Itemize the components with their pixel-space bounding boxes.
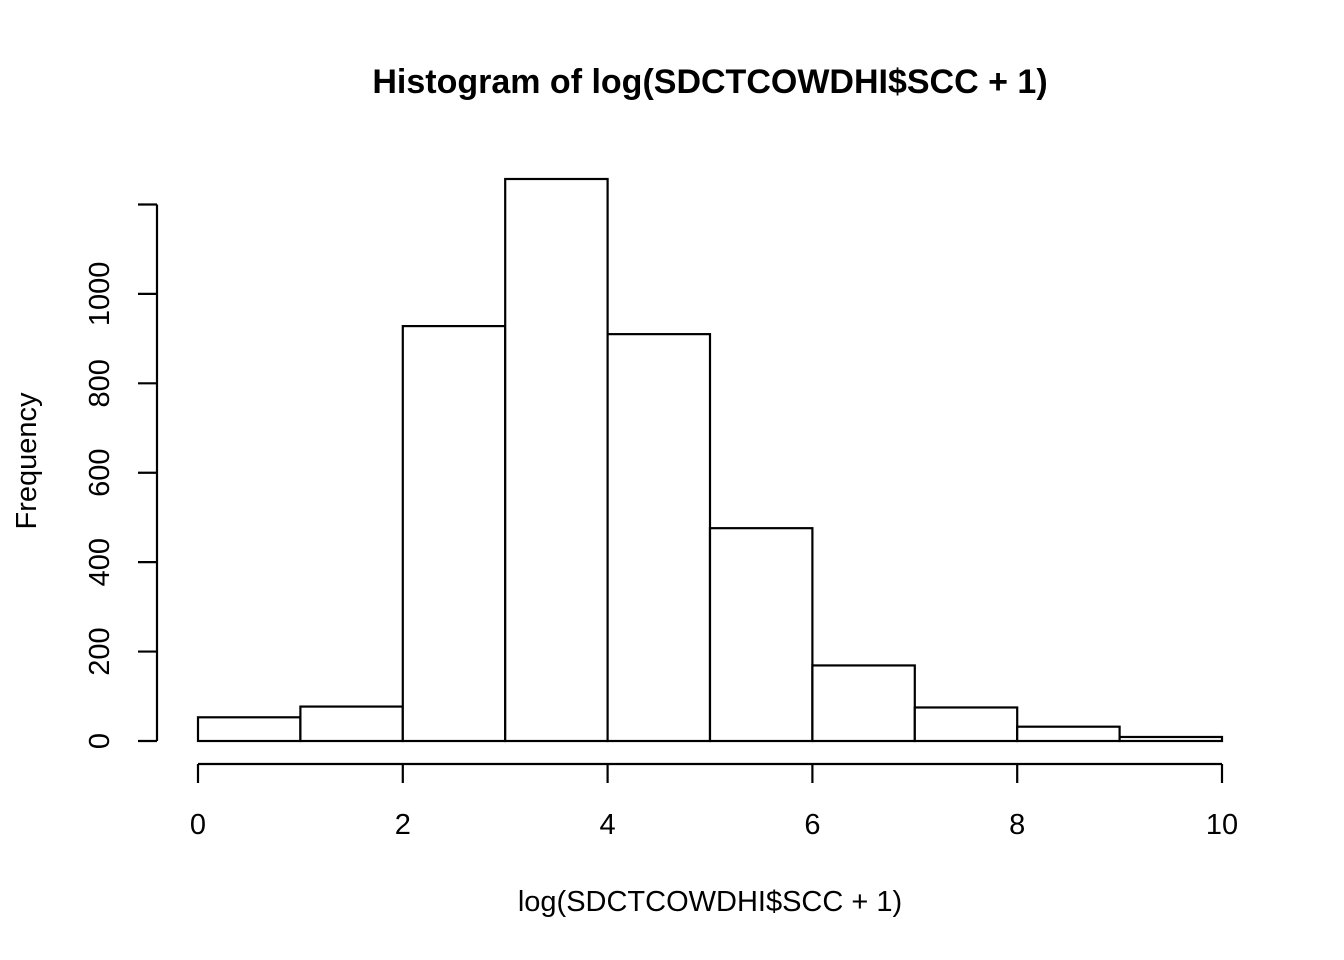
x-tick-label: 6 <box>804 809 820 841</box>
y-tick-label: 1000 <box>84 262 116 327</box>
x-tick-label: 2 <box>395 809 411 841</box>
histogram-bar-4 <box>504 177 609 743</box>
y-tick-label: 0 <box>84 733 116 749</box>
y-tick-label: 200 <box>84 627 116 675</box>
bars-group <box>196 177 1224 743</box>
histogram-bar-9 <box>1016 725 1121 743</box>
x-tick-label: 8 <box>1009 809 1025 841</box>
histogram-bar-5 <box>606 333 712 743</box>
histogram-bar-8 <box>913 706 1019 743</box>
y-tick-label: 800 <box>84 359 116 407</box>
histogram-bar-3 <box>401 324 507 743</box>
histogram-bar-6 <box>708 527 814 743</box>
histogram-bar-2 <box>299 705 404 743</box>
x-axis-label: log(SDCTCOWDHI$SCC + 1) <box>518 886 902 918</box>
histogram-bar-1 <box>196 716 302 743</box>
y-axis: 0 200 400 600 800 1000 <box>84 203 159 749</box>
x-tick-label: 10 <box>1206 809 1238 841</box>
x-tick-label: 4 <box>600 809 616 841</box>
x-axis: 0 2 4 6 8 10 <box>190 762 1238 841</box>
chart-title: Histogram of log(SDCTCOWDHI$SCC + 1) <box>372 63 1047 101</box>
y-tick-label: 600 <box>84 449 116 497</box>
y-tick-label: 400 <box>84 538 116 586</box>
histogram-bar-10 <box>1118 735 1224 743</box>
histogram-bar-7 <box>811 664 916 743</box>
y-axis-label: Frequency <box>11 392 43 530</box>
x-tick-label: 0 <box>190 809 206 841</box>
